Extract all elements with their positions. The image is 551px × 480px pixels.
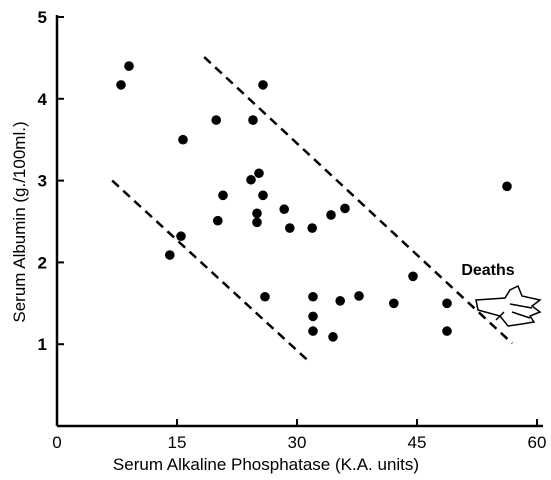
x-tick-label: 45 <box>408 433 427 452</box>
data-point <box>252 217 262 228</box>
y-tick-label: 4 <box>38 90 48 109</box>
data-point <box>124 61 134 71</box>
data-point <box>389 298 399 309</box>
data-point <box>408 271 418 282</box>
reference-line <box>203 56 514 345</box>
x-tick-label: 60 <box>528 433 547 452</box>
data-point <box>307 223 318 233</box>
data-point <box>308 326 318 336</box>
y-tick-label: 5 <box>38 8 47 27</box>
data-point <box>326 210 336 220</box>
data-point <box>178 134 188 145</box>
data-point <box>258 190 268 201</box>
data-point <box>328 332 338 342</box>
data-point <box>213 215 223 226</box>
data-point <box>116 80 126 90</box>
data-point <box>246 174 256 185</box>
x-tick-label: 15 <box>168 433 187 452</box>
data-point <box>260 291 270 302</box>
x-tick-label: 30 <box>288 433 307 452</box>
data-point <box>442 298 452 309</box>
data-point <box>211 115 221 125</box>
data-point <box>176 231 186 242</box>
data-point <box>308 291 318 302</box>
x-tick-label: 0 <box>52 433 61 452</box>
data-point <box>502 181 512 192</box>
y-axis-label: Serum Albumin (g./100ml.) <box>10 121 29 322</box>
pointing-hand <box>475 284 542 327</box>
data-point <box>279 204 290 215</box>
y-tick-label: 1 <box>38 335 47 354</box>
data-point <box>165 250 175 260</box>
data-point <box>248 115 258 125</box>
data-point <box>254 168 264 179</box>
y-tick-label: 3 <box>38 172 47 191</box>
data-point <box>340 203 350 214</box>
y-tick-label: 2 <box>38 253 47 272</box>
data-point <box>285 223 295 233</box>
data-point <box>218 190 228 201</box>
data-point <box>354 291 364 301</box>
data-point <box>335 296 346 306</box>
data-point <box>258 80 268 90</box>
annotation: Deaths <box>461 262 514 279</box>
data-point <box>442 326 452 336</box>
data-point <box>308 311 318 322</box>
data-point <box>252 208 262 219</box>
x-axis-label: Serum Alkaline Phosphatase (K.A. units) <box>113 455 419 474</box>
